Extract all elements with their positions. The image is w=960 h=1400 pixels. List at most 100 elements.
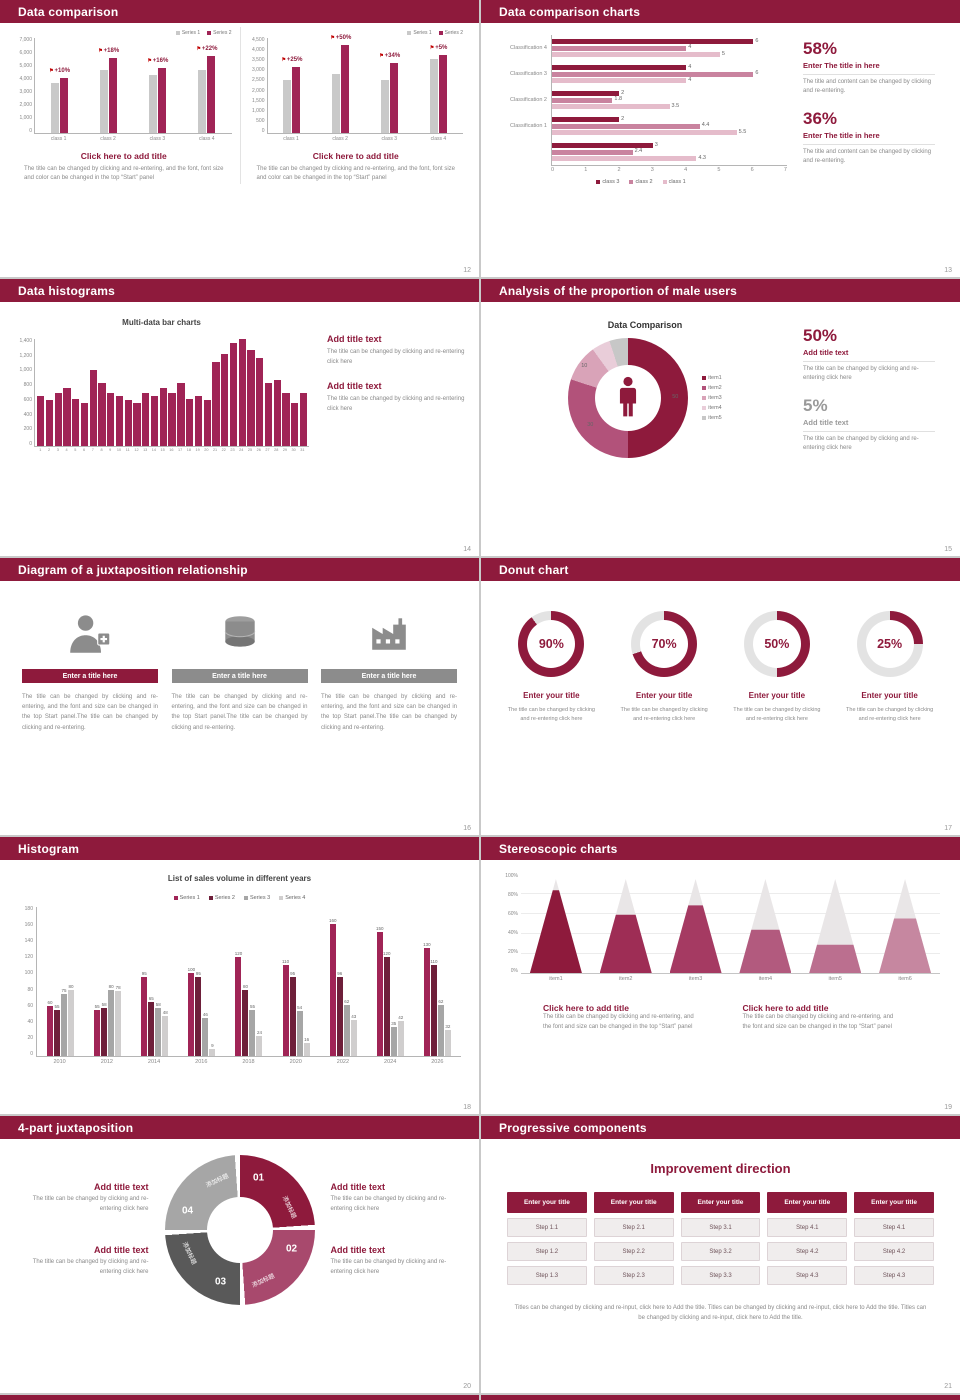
donut-percent-label: 70% <box>651 637 677 651</box>
slide-body: Classification 4 6 4 5 Classification 3 4 6 4 Cl… <box>481 23 960 185</box>
x-tick-label: class 2 <box>332 136 348 142</box>
stat-block: 5% Add title text The title can be changed… <box>803 396 946 454</box>
plot-area: ⚑+25% ⚑+50% ⚑+34% ⚑+5% <box>266 35 463 134</box>
cone <box>879 879 932 973</box>
bar-value: 60 <box>47 1000 53 1006</box>
panel-description: The title can be changed by clicking and… <box>256 166 456 182</box>
slide-15-male-users-analysis[interactable]: Analysis of the proportion of male users… <box>481 279 960 556</box>
bar <box>256 358 264 446</box>
x-tick-label: 6 <box>82 448 86 452</box>
chart-title: Multi-data bar charts <box>122 318 201 327</box>
bar <box>54 392 62 446</box>
legend: Series 1 Series 2 <box>249 30 463 36</box>
bar <box>186 398 194 446</box>
category-label: Classification 1 <box>510 123 547 129</box>
bar-pair <box>198 56 216 133</box>
slide-title: Histogram <box>18 841 80 856</box>
plot-area <box>34 339 309 447</box>
x-axis: 1 2 3 4 5 6 7 8 9 10 11 12 13 14 15 16 17 18 19 20 21 22 23 24 2… <box>34 447 309 452</box>
bar <box>37 396 45 446</box>
bar: 96 <box>336 971 343 1056</box>
x-tick-label: item2 <box>619 976 633 982</box>
bar <box>142 392 150 446</box>
bar-fill <box>552 123 700 129</box>
add-title-cta: Click here to add title <box>543 1003 629 1013</box>
series-2-bar <box>60 77 69 133</box>
step-cell: Step 4.1 <box>854 1218 934 1237</box>
stat-heading: Add title text <box>803 417 849 427</box>
slide-16-juxtaposition-diagram[interactable]: Diagram of a juxtaposition relationship … <box>0 558 479 835</box>
slide-title-bar: Histogram <box>0 837 479 860</box>
item-description: The title can be changed by clicking and… <box>507 707 595 723</box>
legend-swatch <box>596 180 601 184</box>
slide-20-4-part-juxtaposition[interactable]: 4-part juxtaposition Add title text The t… <box>0 1116 479 1393</box>
slide-21-progressive-components[interactable]: Progressive components Improvement direc… <box>481 1116 960 1393</box>
stat-block: 58% Enter The title in here The title and … <box>803 39 946 97</box>
item-heading: Enter your title <box>861 691 918 700</box>
segment-number: 01 <box>252 1172 265 1184</box>
x-tick-label: item4 <box>758 976 773 982</box>
y-tick-label: 600 <box>23 396 32 403</box>
bar-value: 96 <box>337 970 343 976</box>
page-number: 19 <box>944 1104 952 1111</box>
slide-12-data-comparison[interactable]: Data comparison Series 1 Series 2 7,000 6,0… <box>0 0 479 277</box>
bar-value: 95 <box>290 971 296 977</box>
series-1-bar <box>51 82 60 133</box>
flag-icon: ⚑ <box>281 56 286 63</box>
slide-title-bar: Stereoscopic charts <box>481 837 960 860</box>
stats-column: 58% Enter The title in here The title and … <box>787 35 946 185</box>
slide-body: 90% Enter your title The title can be chan… <box>481 581 960 724</box>
chart-panel: Series 1 Series 2 7,000 6,000 5,000 4,000 3,00… <box>8 27 240 184</box>
x-tick-label: 26 <box>256 448 261 452</box>
bar-group: 60 55 75 80 <box>37 907 84 1056</box>
bar-fill <box>552 65 687 70</box>
bar <box>115 395 124 446</box>
slide-17-donut-chart[interactable]: Donut chart 90% Enter your title The title… <box>481 558 960 835</box>
donut-chart: 25% <box>856 611 923 677</box>
bar <box>159 387 167 446</box>
bar <box>177 383 185 446</box>
donut-chart: 50 30 10 <box>568 338 689 458</box>
bar-value: 4 <box>688 76 692 83</box>
slide-14-data-histograms[interactable]: Data histograms Multi-data bar charts 1,4… <box>0 279 479 556</box>
x-tick-label: 2010 <box>53 1059 66 1065</box>
donut-chart: 90% <box>518 611 585 677</box>
growth-value: +34% <box>384 52 401 59</box>
growth-value: +10% <box>54 67 71 74</box>
bar: 80 <box>68 984 75 1056</box>
growth-value: +25% <box>286 56 303 63</box>
donut-item: 50% Enter your title The title can be chan… <box>724 611 830 724</box>
item-description: The title can be changed by clicking and… <box>171 694 308 731</box>
slide-18-histogram[interactable]: Histogram List of sales volume in differ… <box>0 837 479 1114</box>
bar: 120 <box>383 951 391 1056</box>
chart-panel: Series 1 Series 2 4,500 4,000 3,500 3,000 2,50… <box>239 27 472 184</box>
stat-description: The title and content can be changed by … <box>803 74 935 97</box>
y-tick-label: 40% <box>507 930 518 936</box>
stat-heading: Enter The title in here <box>803 130 880 140</box>
progress-columns: Enter your title Step 1.1 Step 1.2 Step 1.3… <box>507 1192 934 1285</box>
y-tick-label: 120 <box>24 954 33 961</box>
donut-percent-label: 90% <box>538 637 564 651</box>
x-tick-label: 9 <box>109 448 112 452</box>
bar: 58 <box>101 1002 108 1056</box>
legend-swatch <box>702 376 707 380</box>
bar-fill <box>552 78 687 83</box>
slide-13-data-comparison-charts[interactable]: Data comparison charts Classification 4 6… <box>481 0 960 277</box>
legend-label: Series 4 <box>285 895 306 901</box>
slide-body: List of sales volume in different years S… <box>0 860 479 1065</box>
step-cell: Step 4.2 <box>767 1242 848 1261</box>
step-cell: Step 2.3 <box>593 1266 674 1285</box>
slide-19-stereoscopic-charts[interactable]: Stereoscopic charts 100% 80% 60% 40% 20% 0% it… <box>481 837 960 1114</box>
next-row-slide-headers <box>0 1395 960 1400</box>
bar <box>291 403 299 446</box>
block-description: The title can be changed by clicking and… <box>330 1259 447 1275</box>
legend-item: Series 2 <box>438 30 463 36</box>
footer-note: Titles can be changed by clicking and re… <box>514 1305 927 1322</box>
y-tick-label: 2,000 <box>19 102 32 108</box>
bar-stack: 2 1.8 3.5 <box>551 87 787 113</box>
horizontal-bar-chart: Classification 4 6 4 5 Classification 3 4 6 4 Cl… <box>495 35 787 185</box>
item-title-bar: Enter a title here <box>171 669 308 683</box>
block-description: The title can be changed by clicking and… <box>327 395 465 412</box>
plot-area: ⚑+10% ⚑+18% ⚑+16% ⚑+22% <box>34 38 232 134</box>
step-cell: Step 3.2 <box>680 1242 761 1261</box>
